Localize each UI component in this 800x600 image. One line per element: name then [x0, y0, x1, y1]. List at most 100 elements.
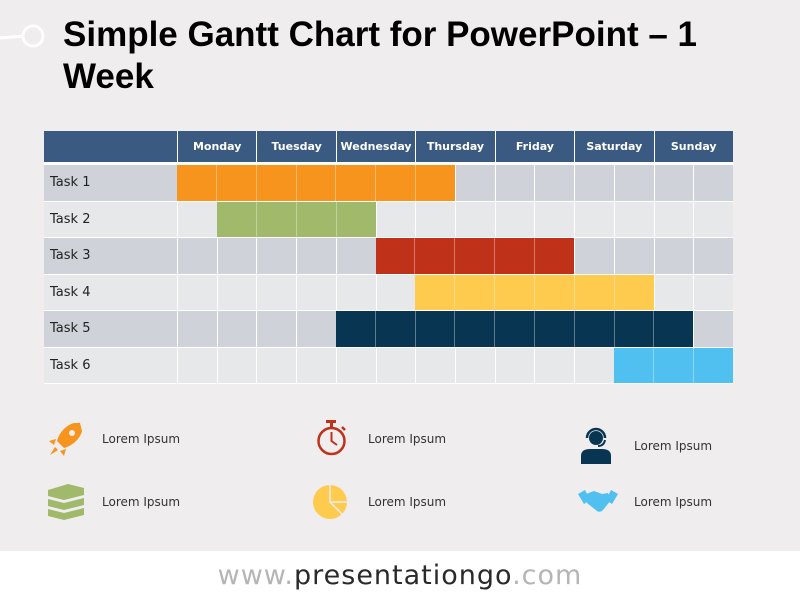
task-label: Task 1 — [50, 175, 91, 191]
footer-suffix: .com — [512, 560, 583, 591]
grid-cell — [693, 311, 733, 347]
grid-cell — [693, 274, 733, 310]
bar-segment — [217, 202, 256, 238]
grid-cell — [653, 274, 694, 310]
support-agent-icon — [581, 427, 611, 464]
legend-label: Lorem Ipsum — [102, 432, 181, 446]
grid-cell — [653, 165, 694, 201]
bar-segment — [454, 274, 494, 310]
bar-segment — [376, 238, 415, 274]
grid-cell — [693, 201, 733, 237]
grid-cell — [653, 238, 694, 274]
legend-label: Lorem Ipsum — [634, 439, 713, 453]
task-bar[interactable] — [216, 201, 376, 238]
gantt-header: Monday Tuesday Wednesday Thursday Friday… — [44, 131, 733, 165]
grid-cell — [574, 165, 614, 201]
grid-cell — [335, 347, 376, 383]
grid-cell — [177, 238, 217, 274]
grid-cell — [693, 238, 733, 274]
bar-segment — [414, 311, 455, 347]
task-label: Task 4 — [50, 284, 91, 300]
bar-segment — [375, 165, 415, 201]
stopwatch-icon — [317, 420, 346, 456]
grid-cell — [375, 347, 416, 383]
legend-item: Lorem Ipsum — [576, 480, 712, 524]
footer-brand: presentationgo — [294, 560, 513, 591]
grid-cell — [296, 274, 336, 310]
grid-cell — [296, 311, 336, 347]
bar-segment — [573, 311, 614, 347]
bar-segment — [652, 347, 693, 383]
task-bar[interactable] — [613, 347, 733, 384]
legend-label: Lorem Ipsum — [368, 432, 447, 446]
task-cells — [177, 165, 733, 201]
grid-cell — [653, 201, 694, 237]
grid-cell — [177, 347, 217, 383]
header-wednesday: Wednesday — [335, 131, 415, 162]
legend-item: Lorem Ipsum — [44, 417, 180, 461]
legend-item: Lorem Ipsum — [44, 480, 180, 524]
grid-cell — [613, 238, 654, 274]
bar-segment — [335, 165, 375, 201]
grid-cell — [216, 274, 257, 310]
bar-segment — [295, 165, 336, 201]
footer-url: www.presentationgo.com — [0, 551, 800, 600]
grid-cell — [256, 347, 296, 383]
rocket-icon — [49, 423, 82, 456]
header-tuesday: Tuesday — [256, 131, 335, 162]
task-row: Task 5 — [44, 311, 733, 348]
pie-chart-icon — [313, 485, 347, 519]
books-icon — [48, 484, 84, 520]
bar-segment — [494, 311, 534, 347]
grid-cell — [216, 347, 257, 383]
header-saturday: Saturday — [574, 131, 653, 162]
task-label: Task 6 — [50, 357, 91, 373]
bar-segment — [415, 275, 454, 311]
bar-segment — [295, 201, 336, 237]
task-row: Task 4 — [44, 274, 733, 311]
bar-segment — [533, 311, 574, 347]
legend-label: Lorem Ipsum — [102, 495, 181, 509]
task-row: Task 2 — [44, 201, 733, 238]
task-row: Task 3 — [44, 238, 733, 275]
bar-segment — [613, 274, 654, 310]
handshake-icon — [578, 490, 618, 512]
bar-segment — [614, 348, 653, 384]
bar-segment — [374, 311, 415, 347]
bar-segment — [494, 238, 534, 274]
bar-segment — [454, 238, 494, 274]
grid-cell — [256, 238, 296, 274]
header-blank — [44, 131, 177, 162]
task-bar[interactable] — [415, 274, 654, 311]
grid-cell — [335, 238, 376, 274]
task-cells — [177, 274, 733, 311]
task-label: Task 5 — [50, 321, 91, 337]
grid-cell — [177, 311, 217, 347]
grid-cell — [455, 201, 495, 237]
grid-cell — [375, 274, 416, 310]
bar-segment — [415, 165, 455, 201]
grid-cell — [415, 201, 455, 237]
legend-item: Lorem Ipsum — [310, 480, 446, 524]
grid-cell — [216, 238, 257, 274]
bar-segment — [177, 165, 216, 201]
grid-cell — [613, 165, 654, 201]
bar-segment — [613, 311, 654, 347]
task-bar[interactable] — [177, 165, 455, 201]
header-thursday: Thursday — [415, 131, 494, 162]
grid-cell — [494, 165, 535, 201]
task-cells — [177, 347, 733, 384]
grid-cell — [177, 201, 217, 237]
grid-cell — [256, 311, 296, 347]
task-bar[interactable] — [335, 311, 694, 347]
grid-cell — [177, 274, 217, 310]
bar-segment — [692, 347, 733, 383]
bar-segment — [215, 165, 256, 201]
bar-segment — [573, 274, 614, 310]
grid-cell — [574, 201, 614, 237]
grid-cell — [534, 347, 574, 383]
task-bar[interactable] — [375, 238, 575, 274]
gantt-chart: Monday Tuesday Wednesday Thursday Friday… — [44, 131, 733, 384]
grid-cell — [455, 165, 495, 201]
header-monday: Monday — [177, 131, 256, 162]
